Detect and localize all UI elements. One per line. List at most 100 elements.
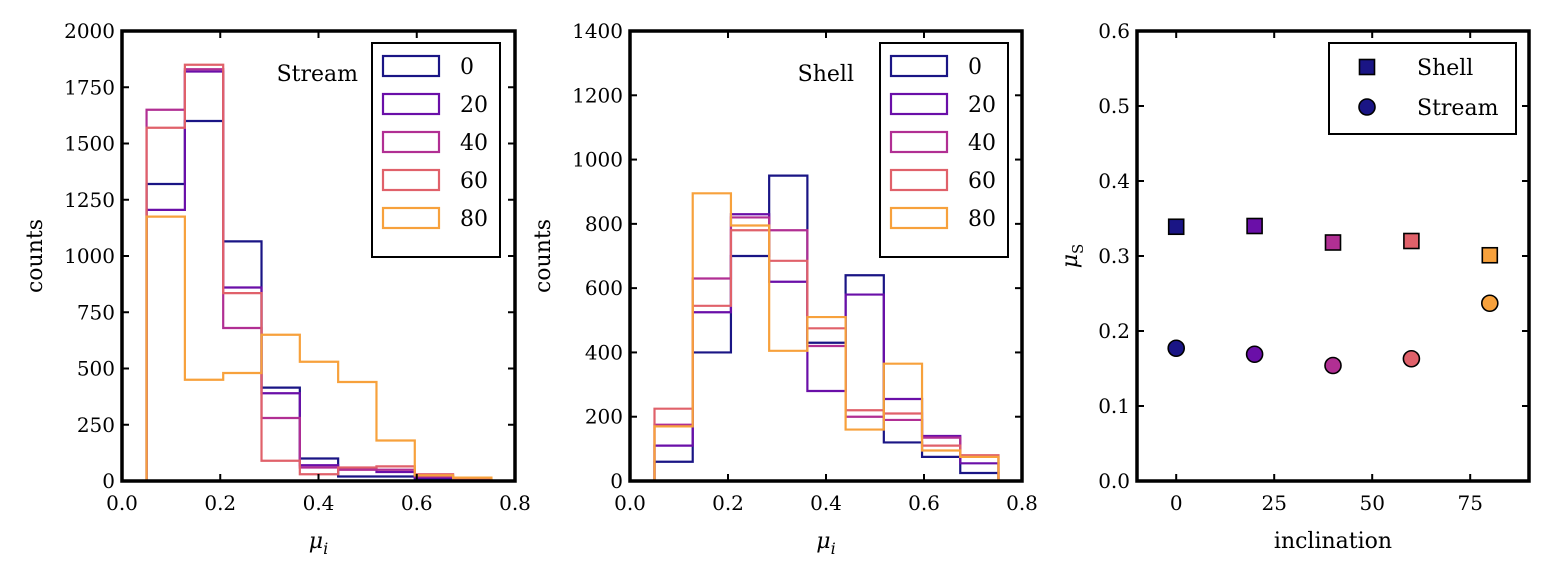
x-tick-label: 0.2	[204, 491, 236, 515]
x-axis-label: inclination	[1274, 529, 1392, 554]
y-tick-label: 250	[77, 413, 115, 437]
x-axis-label-main: inclination	[1274, 529, 1392, 554]
x-axis-label-main: μ	[309, 529, 323, 554]
y-tick-label: 0.3	[1098, 244, 1130, 268]
legend-swatch-20	[381, 92, 441, 116]
stream-point	[1324, 356, 1342, 375]
legend-label: 80	[968, 207, 996, 232]
y-tick-label: 1400	[572, 19, 623, 43]
x-tick-label: 0.8	[1006, 491, 1038, 515]
shell-point	[1167, 218, 1185, 236]
y-axis-label-main: counts	[23, 219, 48, 293]
legend-label: 40	[968, 131, 996, 156]
x-tick-label: 75	[1457, 491, 1482, 515]
x-axis-label-sub: i	[831, 539, 836, 558]
y-tick-label: 0	[102, 469, 115, 493]
legend: 0 20 40 60 80	[371, 42, 501, 258]
y-tick-label: 1500	[64, 132, 115, 156]
legend-shell-marker	[1358, 58, 1376, 76]
panel-2: 0.0 0.2 0.4 0.6 0.80200400600800100012001400…	[531, 19, 1038, 558]
shell-point	[1403, 232, 1420, 250]
y-tick-label: 800	[585, 212, 623, 236]
legend-swatch-40	[381, 130, 441, 154]
legend-label: 20	[968, 93, 996, 118]
y-tick-label: 0.4	[1098, 169, 1130, 193]
y-axis-label-sub: S	[1069, 244, 1087, 254]
legend-label: 40	[460, 131, 488, 156]
legend-label: 0	[968, 55, 982, 80]
x-tick-label: 0.2	[712, 491, 744, 515]
panel-3: 0 25 50 75 0.0 0.1 0.2 0.3 0.4 0.5 0.6 inclination μ…	[1058, 19, 1531, 554]
legend-label: 80	[460, 207, 488, 232]
stream-point	[1481, 294, 1499, 313]
x-tick-label: 50	[1359, 491, 1384, 515]
y-axis-label-main: counts	[531, 219, 556, 293]
hist-step-60	[653, 229, 1000, 481]
x-tick-label: 0.0	[614, 491, 646, 515]
legend-swatch-0	[889, 54, 949, 78]
y-tick-label: 0	[610, 469, 623, 493]
legend-swatch-20	[889, 92, 949, 116]
legend-label: 60	[968, 169, 996, 194]
x-tick-label: 0.4	[303, 491, 335, 515]
y-tick-label: 200	[585, 405, 623, 429]
legend-label: 60	[460, 169, 488, 194]
y-axis-label: μS	[1058, 244, 1087, 269]
legend: 0 20 40 60 80	[879, 42, 1009, 258]
y-tick-label: 750	[77, 300, 115, 324]
y-axis-label: counts	[23, 219, 48, 293]
stream-point	[1402, 349, 1421, 368]
y-tick-label: 0.2	[1098, 319, 1130, 343]
legend-label: Shell	[1417, 56, 1473, 81]
legend-label: 0	[460, 55, 474, 80]
shell-point	[1324, 234, 1342, 251]
hist-step-0	[653, 174, 1000, 481]
y-tick-label: 1750	[64, 75, 115, 99]
x-axis-label-main: μ	[816, 529, 830, 554]
hist-step-20	[653, 213, 1000, 481]
hist-step-80	[653, 192, 1000, 481]
shell-point	[1481, 246, 1499, 264]
stream-point	[1245, 345, 1264, 364]
panel-title: Stream	[277, 62, 359, 87]
shell-point	[1246, 217, 1263, 235]
y-tick-label: 0.0	[1098, 469, 1130, 493]
y-tick-label: 1200	[572, 83, 623, 107]
hist-step-80	[145, 215, 493, 481]
legend-stream-marker	[1358, 98, 1376, 116]
legend-swatch-60	[889, 168, 949, 192]
y-axis-label: counts	[531, 219, 556, 293]
hist-step-40	[653, 216, 1000, 481]
x-tick-label: 0.6	[908, 491, 940, 515]
x-tick-label: 0.8	[499, 491, 531, 515]
legend-swatch-40	[889, 130, 949, 154]
legend-swatch-80	[381, 206, 441, 230]
x-tick-label: 0.0	[106, 491, 138, 515]
x-tick-label: 25	[1261, 491, 1286, 515]
legend-swatch-60	[381, 168, 441, 192]
panel-1: 0.0 0.2 0.4 0.6 0.8 0 250 500 750 1000 1250 1500 175…	[23, 19, 531, 558]
stream-point	[1167, 339, 1185, 358]
legend-frame	[1328, 42, 1517, 135]
legend-label: Stream	[1417, 96, 1499, 121]
x-tick-label: 0.6	[401, 491, 433, 515]
hist-step-20	[145, 70, 493, 481]
y-axis-label-main: μ	[1058, 254, 1083, 268]
legend-frame	[371, 42, 501, 258]
y-tick-label: 1250	[64, 188, 115, 212]
x-axis-label: μi	[309, 529, 328, 558]
y-tick-label: 600	[585, 276, 623, 300]
x-tick-label: 0	[1170, 491, 1183, 515]
y-tick-label: 0.6	[1098, 19, 1130, 43]
legend-swatch-0	[381, 54, 441, 78]
y-tick-label: 400	[585, 340, 623, 364]
x-tick-label: 0.4	[810, 491, 842, 515]
legend-frame	[879, 42, 1009, 258]
x-axis-label-sub: i	[323, 539, 328, 558]
y-tick-label: 2000	[64, 19, 115, 43]
y-tick-label: 0.5	[1098, 94, 1130, 118]
legend-label: 20	[460, 93, 488, 118]
panel-title: Shell	[798, 62, 854, 87]
legend: Shell Stream	[1328, 42, 1517, 135]
